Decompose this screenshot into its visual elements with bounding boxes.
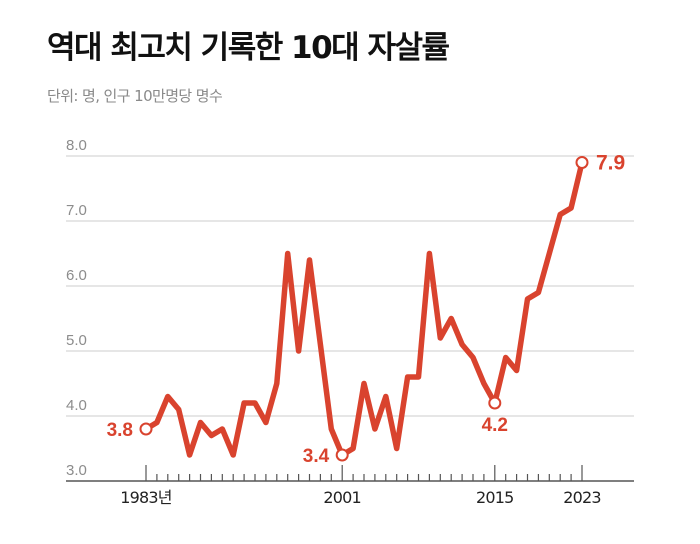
data-point (405, 375, 410, 380)
data-point (263, 420, 268, 425)
data-point (514, 368, 519, 373)
data-point (362, 381, 367, 386)
data-point (165, 394, 170, 399)
data-point (525, 297, 530, 302)
series-line-path (143, 159, 585, 458)
x-axis: 1983년 2001 2015 2023 (66, 465, 634, 507)
annotation-marker (575, 156, 589, 169)
data-point (154, 420, 159, 425)
data-point (231, 453, 236, 458)
data-point (285, 251, 290, 256)
data-point (438, 336, 443, 341)
data-point (198, 420, 203, 425)
x-tick-label: 2015 (476, 488, 514, 507)
data-point (187, 453, 192, 458)
y-tick-label: 3.0 (66, 462, 87, 479)
data-point (372, 427, 377, 432)
data-point (383, 394, 388, 399)
annotation-marker (335, 448, 349, 462)
data-point (274, 381, 279, 386)
series-line (143, 159, 585, 458)
data-point (253, 401, 258, 406)
x-tick-label: 1983년 (120, 488, 172, 507)
x-tick-label: 2023 (563, 488, 601, 507)
grid-lines (66, 155, 634, 417)
y-tick-label: 5.0 (66, 332, 87, 349)
data-point (416, 375, 421, 380)
data-point (329, 427, 334, 432)
data-label: 4.2 (482, 415, 508, 436)
data-point (460, 342, 465, 347)
data-point (471, 355, 476, 360)
data-point (220, 427, 225, 432)
chart-title: 역대 최고치 기록한 10대 자살률 (47, 30, 450, 66)
annotation-markers: 3.8 3.4 4.2 7.9 (107, 152, 626, 468)
data-point (569, 206, 574, 211)
data-point (394, 446, 399, 451)
y-tick-label: 4.0 (66, 397, 87, 414)
data-point (296, 349, 301, 354)
x-tick-label: 2001 (323, 488, 361, 507)
data-label: 3.4 (303, 446, 330, 467)
chart-subtitle: 단위: 명, 인구 10만명당 명수 (47, 87, 223, 105)
data-point (209, 433, 214, 438)
annotation-marker (488, 396, 502, 410)
y-tick-label: 6.0 (66, 267, 87, 284)
y-tick-label: 7.0 (66, 202, 87, 219)
data-point (503, 355, 508, 360)
y-axis-ticks: 3.0 4.0 5.0 6.0 7.0 8.0 (66, 137, 87, 479)
data-point (427, 251, 432, 256)
data-point (536, 290, 541, 295)
data-point (547, 251, 552, 256)
data-point (307, 258, 312, 263)
data-point (242, 401, 247, 406)
data-point (318, 342, 323, 347)
data-point (449, 316, 454, 321)
y-tick-label: 8.0 (66, 137, 87, 154)
annotation-marker (139, 422, 153, 436)
data-point (351, 446, 356, 451)
data-label: 7.9 (596, 152, 625, 175)
data-point (481, 381, 486, 386)
data-label: 3.8 (107, 420, 133, 441)
data-point (176, 407, 181, 412)
data-point (558, 212, 563, 217)
